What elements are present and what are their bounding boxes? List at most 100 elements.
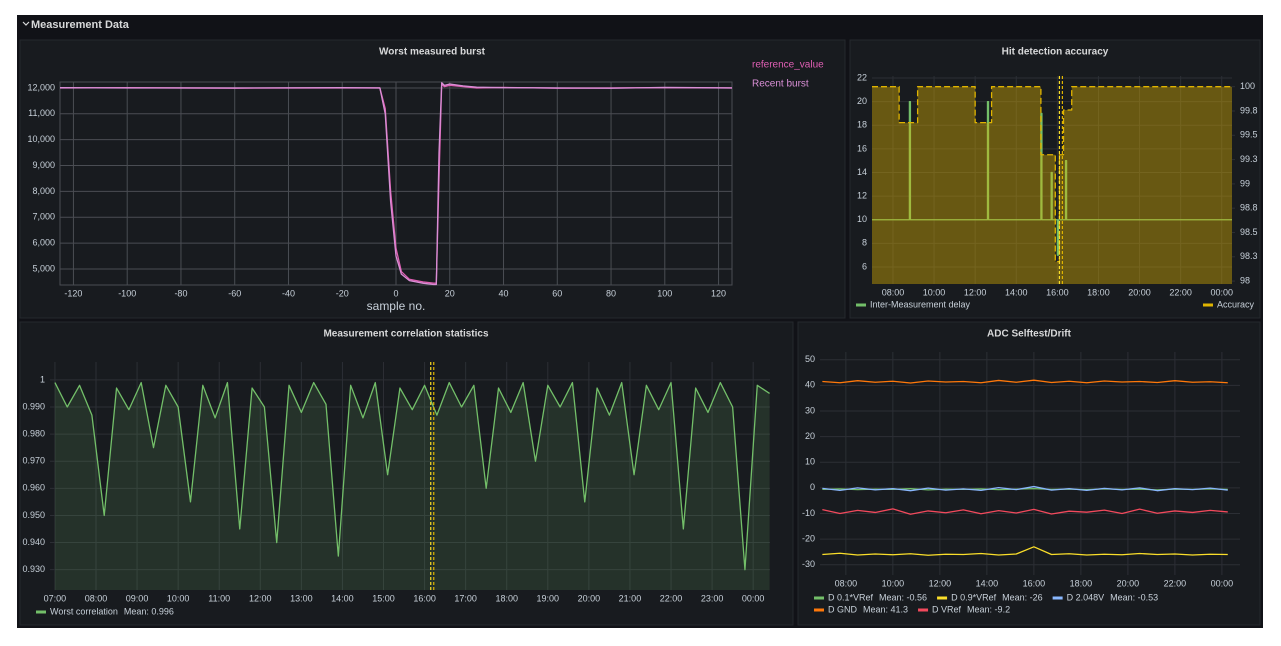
x-axis-label: sample no. bbox=[367, 299, 426, 313]
x-tick-label: 00:00 bbox=[1210, 287, 1233, 297]
legend-stat: Mean: -26 bbox=[1002, 592, 1043, 602]
legend-label: D 0.9*VRef bbox=[951, 592, 997, 602]
x-tick-label: 21:00 bbox=[619, 593, 642, 603]
x-tick-label: 08:00 bbox=[882, 287, 905, 297]
series-line bbox=[822, 485, 1228, 492]
x-tick-label: 14:00 bbox=[1005, 287, 1028, 297]
legend-swatch bbox=[1202, 303, 1213, 307]
x-tick-label: 00:00 bbox=[1211, 578, 1234, 588]
legend-swatch bbox=[36, 610, 46, 614]
y-tick-label: 1 bbox=[40, 374, 45, 384]
y-tick-label: -20 bbox=[802, 533, 815, 543]
x-tick-label: 16:00 bbox=[1046, 287, 1069, 297]
x-tick-label: 10:00 bbox=[923, 287, 946, 297]
x-tick-label: 00:00 bbox=[742, 593, 765, 603]
area-fill bbox=[54, 382, 770, 590]
x-tick-label: 80 bbox=[606, 288, 616, 298]
row-title[interactable]: Measurement Data bbox=[31, 19, 130, 31]
legend-label: Worst correlation bbox=[50, 606, 118, 616]
y-tick-label: 9,000 bbox=[32, 160, 55, 170]
x-tick-label: 18:00 bbox=[1070, 578, 1093, 588]
x-tick-label: 10:00 bbox=[167, 593, 190, 603]
legend-label: D GND bbox=[828, 604, 858, 614]
panel bbox=[19, 321, 794, 626]
series-line bbox=[54, 381, 770, 571]
y2-tick-label: 98.8 bbox=[1240, 203, 1258, 213]
series-line bbox=[59, 82, 733, 286]
y-tick-label: 10,000 bbox=[27, 134, 55, 144]
legend-stat: Mean: -0.53 bbox=[1110, 592, 1158, 602]
x-tick-label: 14:00 bbox=[976, 578, 999, 588]
legend-stat: Mean: 41.3 bbox=[863, 604, 908, 614]
x-tick-label: 17:00 bbox=[454, 593, 477, 603]
legend-swatch bbox=[1052, 596, 1063, 600]
y2-tick-label: 98.5 bbox=[1240, 227, 1258, 237]
y-tick-label: 10 bbox=[805, 457, 815, 467]
panel-title[interactable]: Worst measured burst bbox=[379, 47, 486, 58]
y-tick-label: 8 bbox=[862, 238, 867, 248]
series-line bbox=[872, 86, 1232, 263]
x-tick-label: 16:00 bbox=[413, 593, 436, 603]
x-tick-label: 15:00 bbox=[372, 593, 395, 603]
legend-swatch bbox=[918, 608, 929, 612]
x-tick-label: 40 bbox=[499, 288, 509, 298]
x-tick-label: 07:00 bbox=[44, 593, 67, 603]
y-tick-label: -10 bbox=[802, 508, 815, 518]
x-tick-label: 10:00 bbox=[882, 578, 905, 588]
y-tick-label: 0.950 bbox=[22, 510, 45, 520]
x-tick-label: 12:00 bbox=[929, 578, 952, 588]
panel bbox=[19, 39, 846, 319]
y2-tick-label: 99.3 bbox=[1240, 154, 1258, 164]
y2-tick-label: 99.8 bbox=[1240, 105, 1258, 115]
x-tick-label: -60 bbox=[228, 288, 241, 298]
legend-label: D 2.048V bbox=[1067, 592, 1105, 602]
legend-label: D VRef bbox=[932, 604, 962, 614]
panel-title[interactable]: Hit detection accuracy bbox=[1002, 47, 1109, 58]
legend-label: reference_value bbox=[752, 60, 824, 71]
series-line bbox=[822, 508, 1228, 515]
y-tick-label: 0.990 bbox=[22, 401, 45, 411]
x-tick-label: 22:00 bbox=[1164, 578, 1187, 588]
y-tick-label: 7,000 bbox=[32, 212, 55, 222]
series-line bbox=[822, 546, 1228, 556]
y-tick-label: 22 bbox=[857, 72, 867, 82]
x-tick-label: 100 bbox=[657, 288, 672, 298]
x-tick-label: -80 bbox=[174, 288, 187, 298]
legend-label: Accuracy bbox=[1217, 299, 1255, 309]
y-tick-label: 18 bbox=[857, 120, 867, 130]
legend-swatch bbox=[814, 596, 824, 600]
panel bbox=[797, 321, 1261, 626]
panel-title[interactable]: ADC Selftest/Drift bbox=[987, 329, 1072, 340]
y-tick-label: 6 bbox=[862, 261, 867, 271]
x-tick-label: 60 bbox=[552, 288, 562, 298]
legend-swatch bbox=[814, 608, 824, 612]
x-tick-label: 20 bbox=[445, 288, 455, 298]
x-tick-label: -40 bbox=[282, 288, 295, 298]
x-tick-label: 23:00 bbox=[701, 593, 724, 603]
legend-stat: Mean: 0.996 bbox=[124, 606, 174, 616]
x-tick-label: 18:00 bbox=[495, 593, 518, 603]
x-tick-label: -20 bbox=[336, 288, 349, 298]
y-tick-label: 20 bbox=[805, 431, 815, 441]
y-tick-label: 0.940 bbox=[22, 537, 45, 547]
legend-label: Inter-Measurement delay bbox=[870, 299, 971, 309]
y-tick-label: 8,000 bbox=[32, 186, 55, 196]
y2-tick-label: 99.5 bbox=[1240, 130, 1258, 140]
series-line bbox=[872, 100, 1232, 256]
legend-label: D 0.1*VRef bbox=[828, 592, 874, 602]
panel-title[interactable]: Measurement correlation statistics bbox=[323, 329, 488, 340]
y-tick-label: 14 bbox=[857, 167, 867, 177]
area-fill bbox=[872, 86, 1232, 284]
plot-border bbox=[59, 81, 733, 286]
x-tick-label: 20:00 bbox=[578, 593, 601, 603]
x-tick-label: 22:00 bbox=[660, 593, 683, 603]
y-tick-label: 0 bbox=[810, 482, 815, 492]
x-tick-label: 14:00 bbox=[331, 593, 354, 603]
y-tick-label: 16 bbox=[857, 143, 867, 153]
x-tick-label: 09:00 bbox=[126, 593, 149, 603]
y-tick-label: -30 bbox=[802, 559, 815, 569]
x-tick-label: 120 bbox=[711, 288, 726, 298]
y-tick-label: 0.970 bbox=[22, 456, 45, 466]
row-collapse-icon[interactable] bbox=[22, 21, 30, 26]
